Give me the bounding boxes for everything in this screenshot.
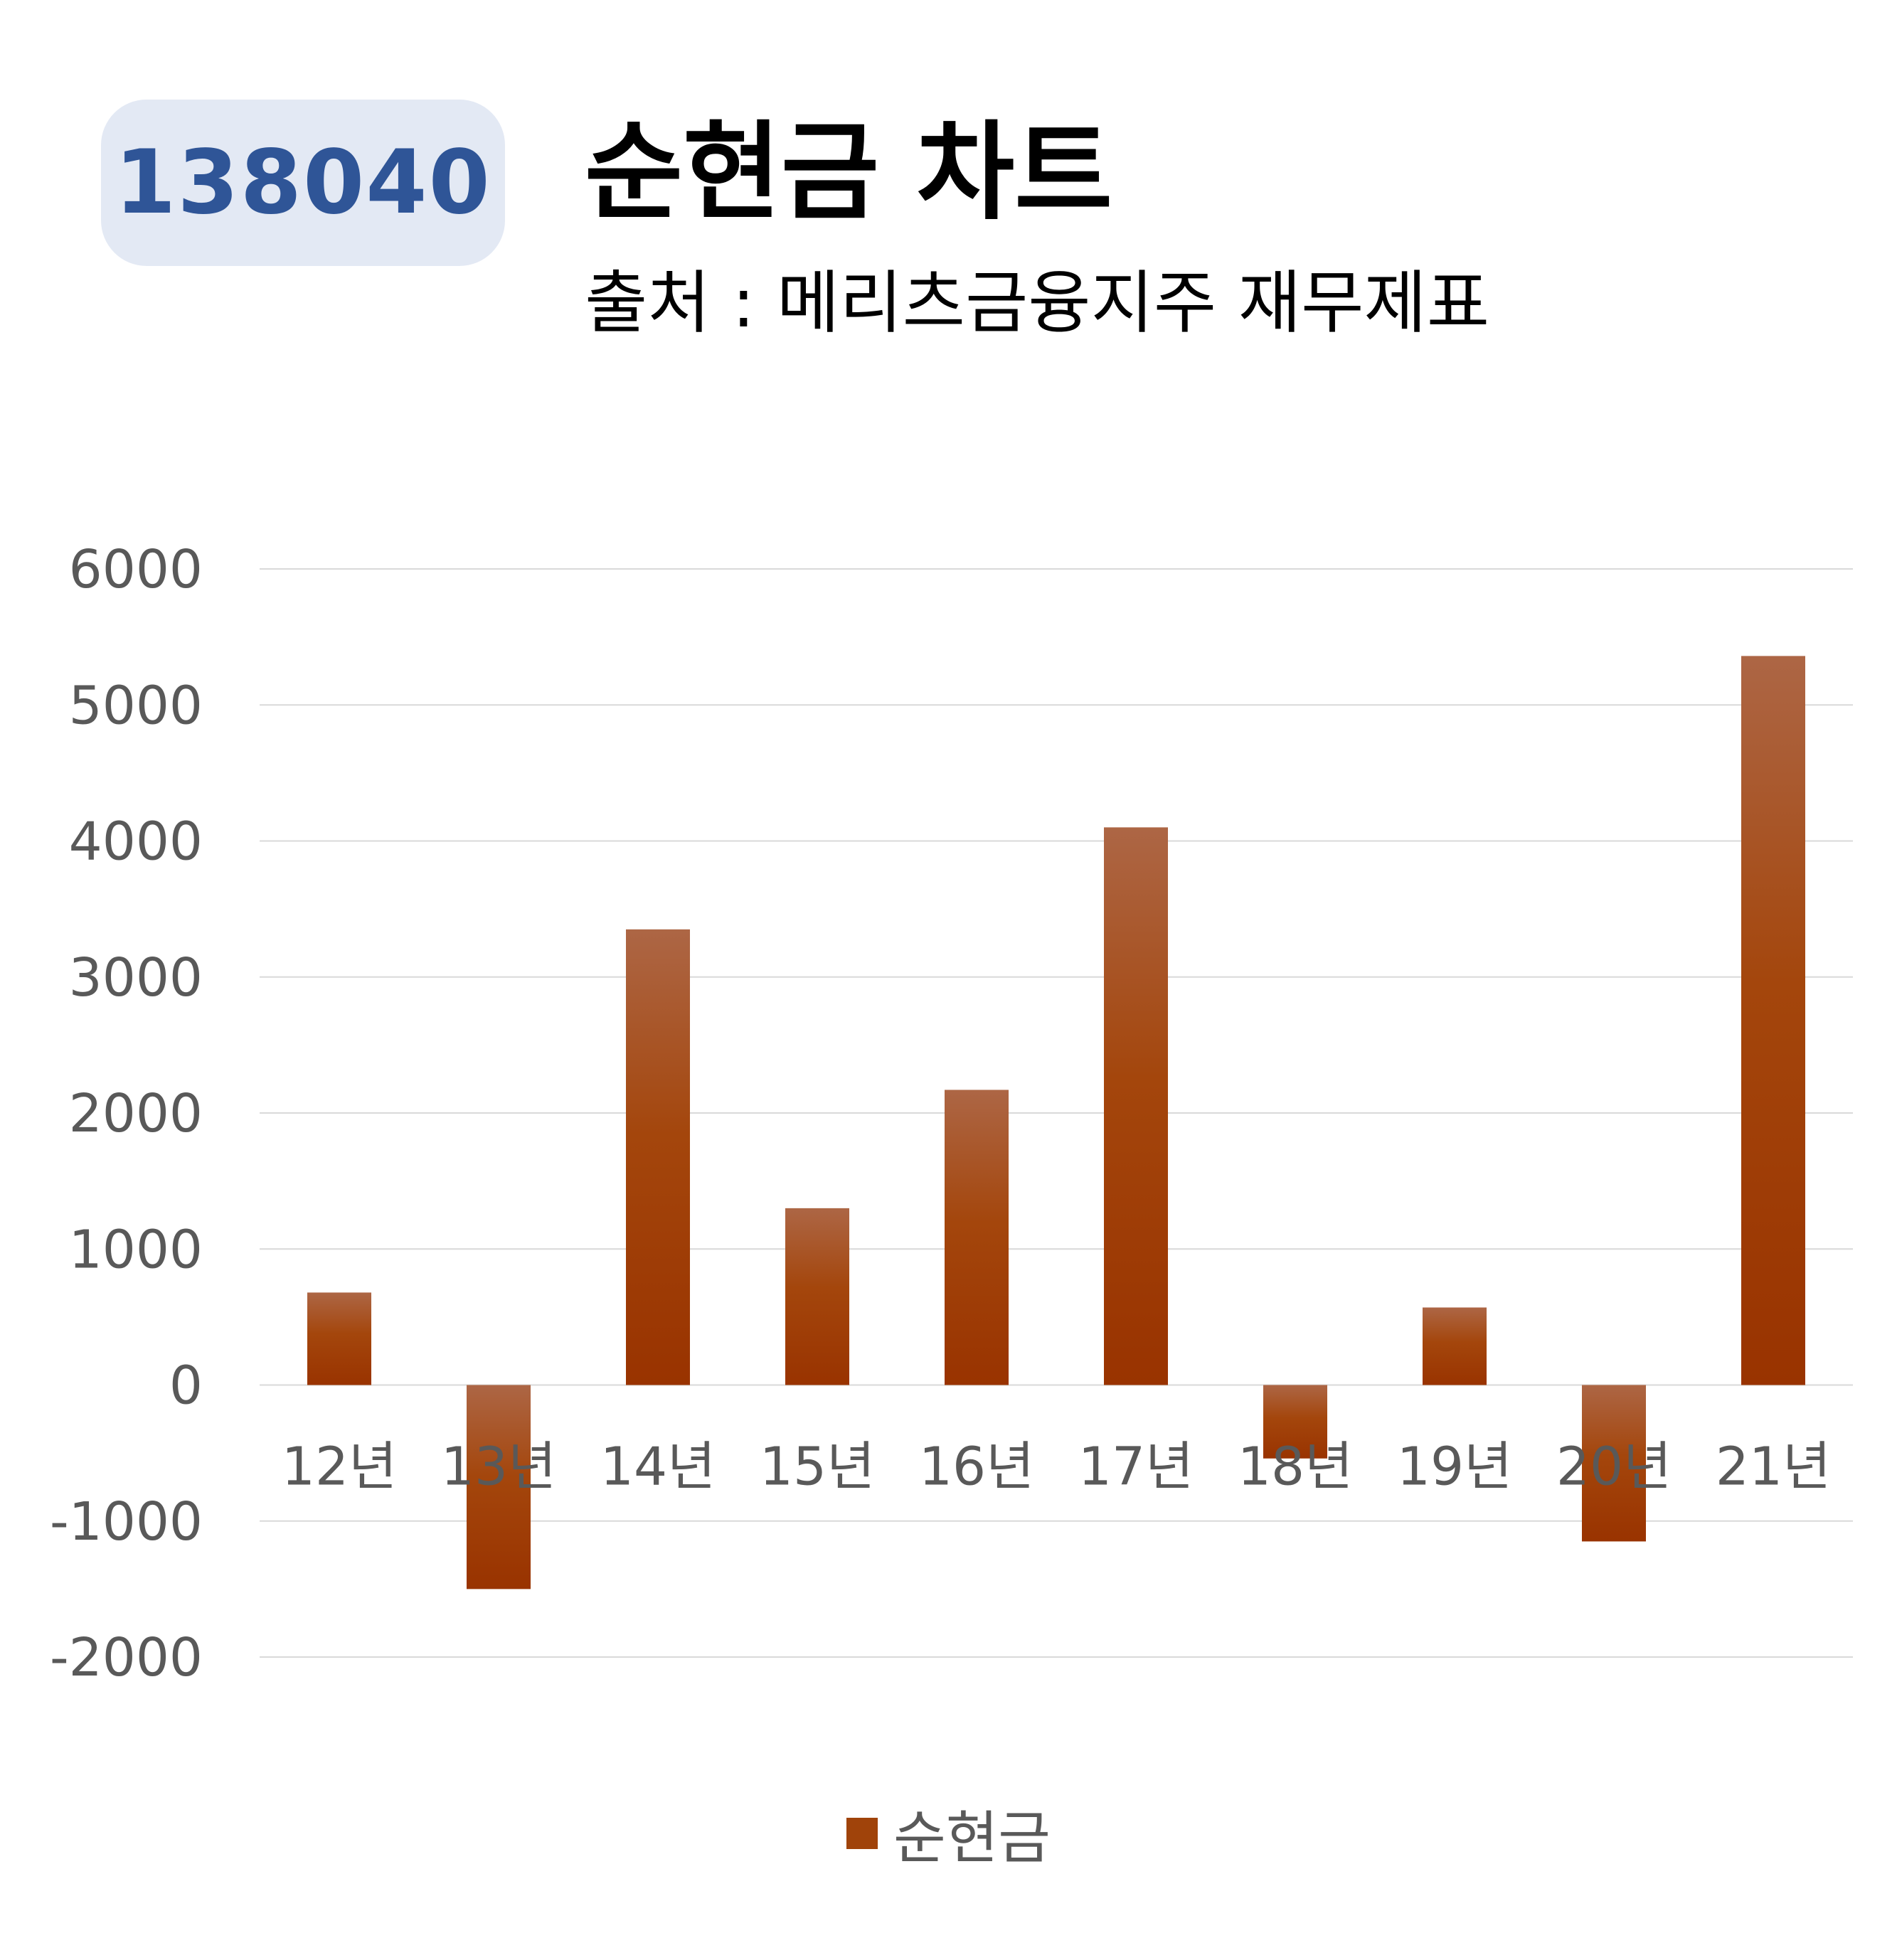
y-tick-label: 2000 xyxy=(69,1083,203,1144)
x-tick-label: 14년 xyxy=(600,1437,716,1498)
y-tick-label: 0 xyxy=(169,1356,203,1417)
x-tick-label: 19년 xyxy=(1397,1437,1512,1498)
x-tick-label: 12년 xyxy=(282,1437,397,1498)
bar-12년 xyxy=(307,1292,371,1385)
y-tick-label: 1000 xyxy=(69,1219,203,1280)
x-tick-label: 13년 xyxy=(441,1437,556,1498)
chart-title: 순현금 차트 xyxy=(585,111,1113,235)
x-tick-label: 16년 xyxy=(919,1437,1034,1498)
x-tick-label: 17년 xyxy=(1078,1437,1194,1498)
bar-18년 xyxy=(1263,1385,1327,1459)
y-tick-label: -1000 xyxy=(50,1491,203,1552)
bar-19년 xyxy=(1423,1307,1487,1385)
legend: 순현금 xyxy=(0,1792,1897,1875)
y-tick-label: 4000 xyxy=(69,811,203,873)
legend-swatch xyxy=(846,1818,878,1849)
y-tick-label: 3000 xyxy=(69,947,203,1008)
bar-21년 xyxy=(1741,656,1805,1385)
chart-subtitle: 출처 : 메리츠금융지주 재무제표 xyxy=(585,263,1490,343)
y-tick-label: 5000 xyxy=(69,675,203,736)
x-tick-label: 21년 xyxy=(1716,1437,1831,1498)
y-tick-label: -2000 xyxy=(50,1627,203,1688)
bar-14년 xyxy=(626,929,690,1385)
bar-16년 xyxy=(945,1090,1009,1385)
bar-15년 xyxy=(785,1208,849,1385)
x-tick-label: 20년 xyxy=(1556,1437,1672,1498)
x-tick-label: 15년 xyxy=(760,1437,875,1498)
bar-20년 xyxy=(1582,1385,1646,1542)
y-tick-label: 6000 xyxy=(69,539,203,600)
bar-17년 xyxy=(1104,827,1168,1385)
ticker-code: 138040 xyxy=(115,132,491,234)
ticker-badge: 138040 xyxy=(101,100,505,266)
bar-13년 xyxy=(467,1385,531,1589)
x-tick-label: 18년 xyxy=(1238,1437,1353,1498)
legend-label: 순현금 xyxy=(893,1805,1051,1871)
